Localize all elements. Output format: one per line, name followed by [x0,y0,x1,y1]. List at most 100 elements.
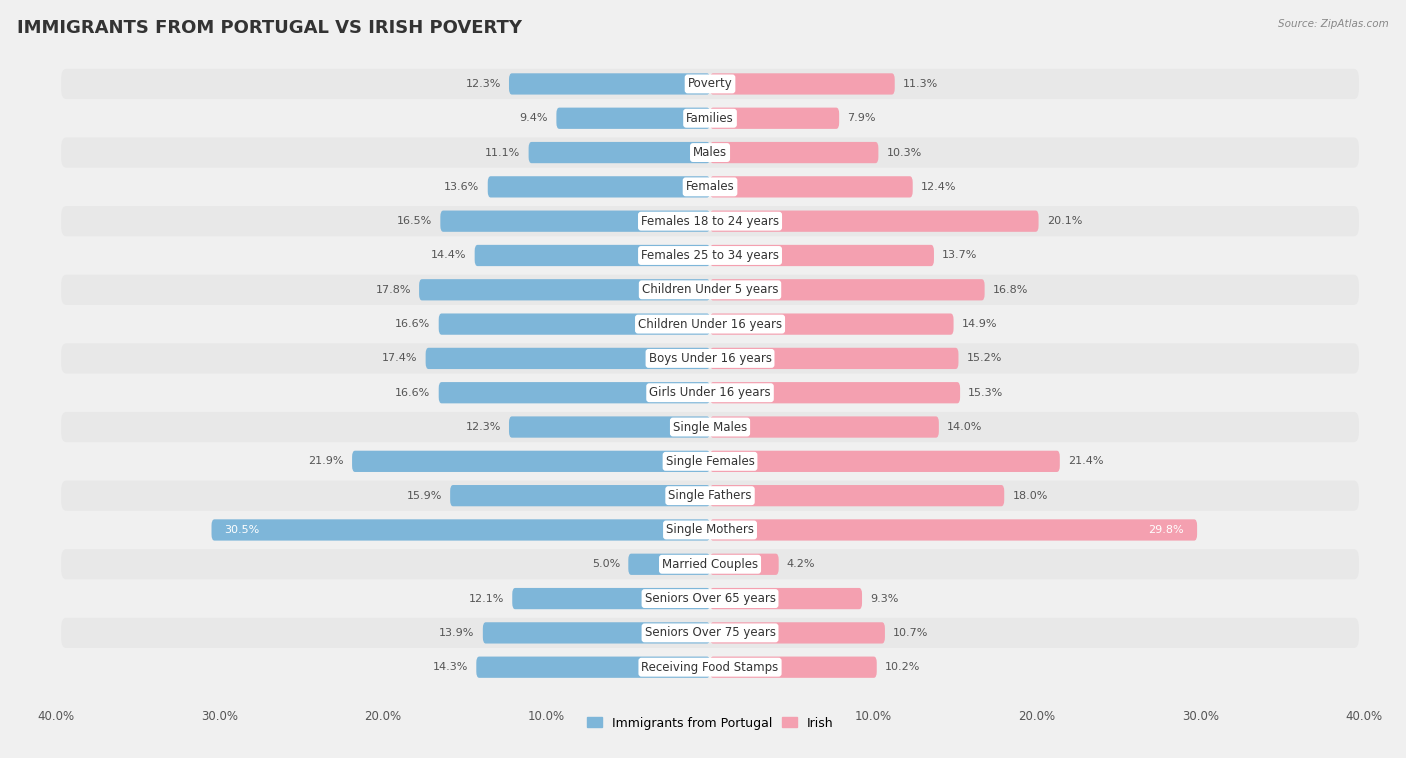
Text: 5.0%: 5.0% [592,559,620,569]
FancyBboxPatch shape [60,103,1360,133]
Text: 14.9%: 14.9% [962,319,997,329]
Text: 15.3%: 15.3% [969,388,1004,398]
FancyBboxPatch shape [710,382,960,403]
FancyBboxPatch shape [60,172,1360,202]
FancyBboxPatch shape [211,519,710,540]
Text: 12.1%: 12.1% [468,594,505,603]
Text: 18.0%: 18.0% [1012,490,1047,500]
Text: 10.7%: 10.7% [893,628,928,638]
Text: 14.4%: 14.4% [432,250,467,261]
Text: 13.9%: 13.9% [439,628,475,638]
FancyBboxPatch shape [477,656,710,678]
Text: 13.6%: 13.6% [444,182,479,192]
FancyBboxPatch shape [710,142,879,163]
Text: Children Under 5 years: Children Under 5 years [641,283,779,296]
FancyBboxPatch shape [710,451,1060,472]
Text: 16.6%: 16.6% [395,319,430,329]
Text: 7.9%: 7.9% [848,113,876,124]
FancyBboxPatch shape [710,588,862,609]
FancyBboxPatch shape [710,176,912,198]
FancyBboxPatch shape [440,211,710,232]
FancyBboxPatch shape [60,652,1360,682]
FancyBboxPatch shape [710,74,894,95]
Text: Seniors Over 75 years: Seniors Over 75 years [644,626,776,640]
FancyBboxPatch shape [628,553,710,575]
FancyBboxPatch shape [60,446,1360,477]
Text: 14.0%: 14.0% [948,422,983,432]
Text: 12.4%: 12.4% [921,182,956,192]
Text: 21.9%: 21.9% [308,456,344,466]
Text: Source: ZipAtlas.com: Source: ZipAtlas.com [1278,19,1389,29]
Text: 12.3%: 12.3% [465,422,501,432]
Text: 16.8%: 16.8% [993,285,1028,295]
FancyBboxPatch shape [60,206,1360,236]
FancyBboxPatch shape [60,69,1360,99]
Text: 9.4%: 9.4% [520,113,548,124]
Text: 29.8%: 29.8% [1149,525,1184,535]
Text: Families: Families [686,111,734,125]
Text: 21.4%: 21.4% [1069,456,1104,466]
Text: 17.8%: 17.8% [375,285,411,295]
FancyBboxPatch shape [426,348,710,369]
Text: Females 18 to 24 years: Females 18 to 24 years [641,215,779,227]
FancyBboxPatch shape [60,137,1360,168]
Text: Girls Under 16 years: Girls Under 16 years [650,387,770,399]
Text: 30.5%: 30.5% [225,525,260,535]
FancyBboxPatch shape [710,108,839,129]
FancyBboxPatch shape [60,618,1360,648]
FancyBboxPatch shape [352,451,710,472]
FancyBboxPatch shape [512,588,710,609]
Text: Receiving Food Stamps: Receiving Food Stamps [641,661,779,674]
FancyBboxPatch shape [60,481,1360,511]
FancyBboxPatch shape [450,485,710,506]
Text: 10.2%: 10.2% [884,662,921,672]
Text: 20.1%: 20.1% [1046,216,1083,226]
Text: 15.2%: 15.2% [967,353,1002,363]
Text: Single Females: Single Females [665,455,755,468]
FancyBboxPatch shape [60,412,1360,442]
Text: Poverty: Poverty [688,77,733,90]
Text: Females: Females [686,180,734,193]
FancyBboxPatch shape [439,382,710,403]
FancyBboxPatch shape [710,348,959,369]
FancyBboxPatch shape [529,142,710,163]
FancyBboxPatch shape [60,309,1360,339]
Text: Single Fathers: Single Fathers [668,489,752,502]
Text: Married Couples: Married Couples [662,558,758,571]
Text: 4.2%: 4.2% [787,559,815,569]
Text: Females 25 to 34 years: Females 25 to 34 years [641,249,779,262]
Text: Seniors Over 65 years: Seniors Over 65 years [644,592,776,605]
FancyBboxPatch shape [557,108,710,129]
FancyBboxPatch shape [439,314,710,335]
Text: 10.3%: 10.3% [887,148,922,158]
FancyBboxPatch shape [60,240,1360,271]
FancyBboxPatch shape [509,74,710,95]
Text: Single Mothers: Single Mothers [666,524,754,537]
FancyBboxPatch shape [60,515,1360,545]
FancyBboxPatch shape [509,416,710,437]
FancyBboxPatch shape [710,656,877,678]
Text: 13.7%: 13.7% [942,250,977,261]
FancyBboxPatch shape [419,279,710,300]
Text: Males: Males [693,146,727,159]
Text: Single Males: Single Males [673,421,747,434]
Text: Children Under 16 years: Children Under 16 years [638,318,782,330]
Text: 11.1%: 11.1% [485,148,520,158]
Text: 14.3%: 14.3% [433,662,468,672]
Text: 15.9%: 15.9% [406,490,441,500]
Text: 16.6%: 16.6% [395,388,430,398]
FancyBboxPatch shape [710,314,953,335]
Text: Boys Under 16 years: Boys Under 16 years [648,352,772,365]
Text: 11.3%: 11.3% [903,79,938,89]
FancyBboxPatch shape [710,211,1039,232]
FancyBboxPatch shape [710,245,934,266]
FancyBboxPatch shape [710,519,1197,540]
FancyBboxPatch shape [60,274,1360,305]
Text: 16.5%: 16.5% [396,216,432,226]
Legend: Immigrants from Portugal, Irish: Immigrants from Portugal, Irish [582,712,838,735]
FancyBboxPatch shape [488,176,710,198]
FancyBboxPatch shape [710,279,984,300]
Text: 17.4%: 17.4% [382,353,418,363]
Text: 9.3%: 9.3% [870,594,898,603]
FancyBboxPatch shape [60,584,1360,614]
